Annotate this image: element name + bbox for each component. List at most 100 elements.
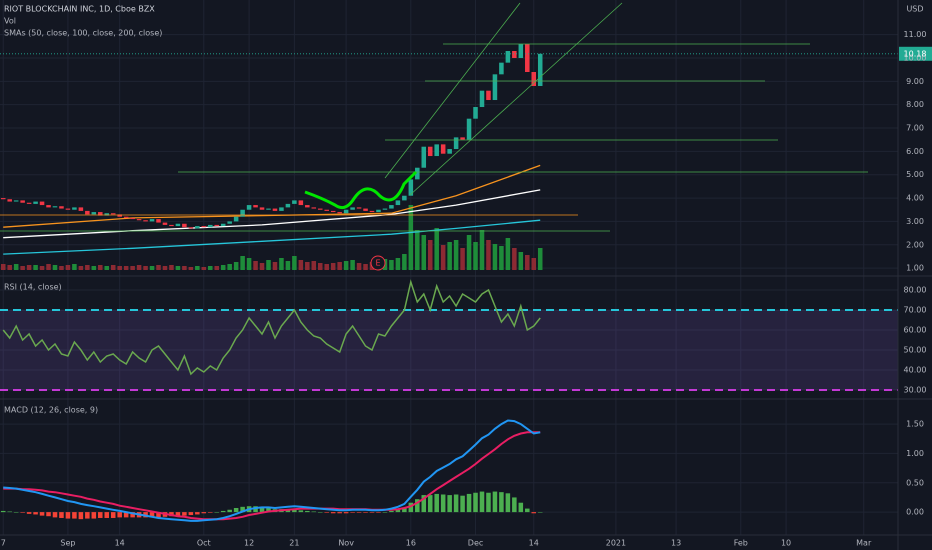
y-tick-label: 8.00	[906, 100, 924, 109]
histogram-bar	[518, 502, 524, 513]
histogram-bar	[473, 492, 478, 513]
histogram-bar	[91, 512, 97, 519]
candle-body	[214, 224, 220, 227]
x-tick-label: Dec	[468, 539, 483, 548]
candle-body	[110, 213, 116, 215]
histogram-bar	[330, 512, 336, 514]
histogram-bar	[531, 512, 537, 514]
histogram-bar	[317, 512, 323, 513]
histogram-bar	[356, 512, 362, 513]
candle-body	[13, 200, 19, 202]
sma-line	[3, 164, 541, 228]
candle-body	[525, 43, 530, 72]
candle-body	[156, 219, 161, 223]
volume-bar	[285, 261, 291, 270]
volume-bar	[59, 266, 64, 270]
volume-bar	[130, 266, 135, 270]
volume-bar	[402, 254, 407, 270]
candle-body	[85, 210, 90, 215]
histogram-bar	[460, 495, 465, 513]
histogram-bar	[220, 510, 226, 513]
volume-bar	[195, 266, 200, 270]
candle-body	[356, 207, 362, 209]
volume-bar	[499, 246, 504, 270]
volume-bar	[525, 255, 530, 270]
y-tick-label: 10.00	[904, 53, 927, 62]
volume-bar	[214, 266, 220, 270]
candle-body	[395, 200, 401, 206]
volume-bar	[123, 266, 129, 270]
volume-bar	[136, 265, 142, 270]
y-tick-label: 50.00	[904, 346, 927, 355]
volume-bar	[486, 240, 491, 270]
earnings-marker	[370, 255, 386, 271]
chart-title: RIOT BLOCKCHAIN INC, 1D, Cboe BZX	[4, 5, 155, 14]
candle-body	[447, 149, 452, 154]
legend-label: Vol	[4, 17, 16, 26]
candle-body	[52, 206, 58, 208]
volume-bar	[175, 266, 181, 270]
y-tick-label: 11.00	[904, 30, 927, 39]
volume-bar	[143, 266, 148, 270]
histogram-bar	[537, 512, 543, 513]
candle-body	[0, 198, 6, 200]
y-tick-label: 6.00	[906, 147, 924, 156]
candle-body	[505, 50, 511, 63]
volume-bar	[26, 265, 32, 270]
y-tick-label: 1.00	[906, 449, 924, 458]
candle-body	[59, 206, 64, 209]
histogram-bar	[376, 512, 381, 513]
histogram-bar	[259, 506, 265, 513]
x-tick-label: 21	[289, 539, 299, 548]
candle-body	[91, 212, 97, 215]
histogram-bar	[26, 512, 32, 514]
candle-body	[246, 205, 252, 210]
histogram-bar	[408, 502, 414, 513]
volume-bar	[246, 258, 252, 270]
histogram-bar	[123, 512, 129, 518]
candle-body	[298, 200, 304, 206]
y-tick-label: 30.00	[904, 386, 927, 395]
currency-label: USD	[906, 5, 923, 14]
volume-bar	[305, 262, 310, 270]
candle-body	[240, 209, 245, 217]
volume-bar	[479, 230, 485, 270]
histogram-bar	[350, 512, 355, 513]
x-tick-label: 7	[1, 539, 6, 548]
histogram-bar	[65, 512, 71, 519]
histogram-bar	[85, 512, 90, 519]
candle-body	[130, 217, 135, 220]
candle-body	[104, 213, 110, 216]
volume-bar	[518, 252, 524, 270]
volume-bar	[292, 256, 297, 270]
x-tick-label: 14	[529, 539, 539, 548]
histogram-bar	[214, 512, 220, 513]
volume-bar	[253, 261, 258, 270]
candle-body	[220, 223, 226, 227]
volume-bar	[512, 248, 517, 270]
volume-bar	[395, 258, 401, 270]
legend-label: SMAs (50, close, 100, close, 200, close)	[4, 29, 162, 38]
sma-line	[3, 189, 541, 239]
candle-body	[324, 209, 329, 211]
histogram-bar	[421, 495, 427, 513]
candle-body	[479, 90, 485, 108]
volume-bar	[343, 261, 349, 270]
histogram-bar	[110, 512, 116, 518]
candle-body	[537, 53, 543, 87]
volume-bar	[91, 266, 97, 270]
candle-body	[363, 208, 368, 211]
x-tick-label: 13	[671, 539, 681, 548]
candle-body	[253, 205, 258, 208]
volume-bar	[85, 265, 90, 270]
volume-bar	[156, 265, 161, 270]
candle-body	[65, 208, 71, 210]
y-tick-label: 0.00	[906, 508, 924, 517]
candle-body	[305, 205, 310, 208]
volume-bar	[104, 266, 110, 270]
candle-body	[317, 208, 323, 210]
candle-body	[512, 50, 517, 58]
last-price-box	[899, 46, 932, 61]
volume-bar	[52, 265, 58, 270]
candle-body	[421, 146, 427, 168]
